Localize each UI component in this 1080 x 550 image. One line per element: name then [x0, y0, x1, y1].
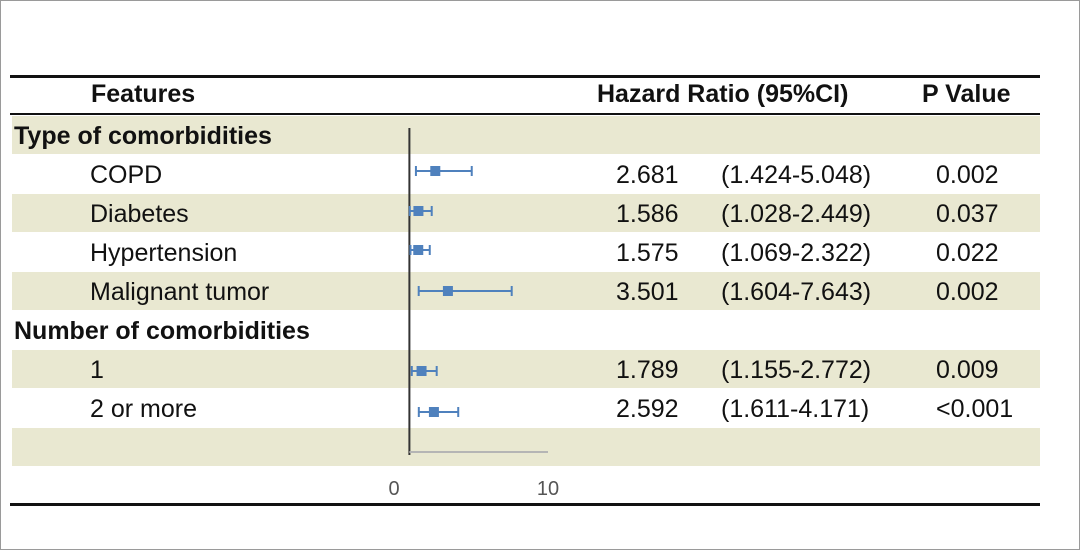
x-tick-label: 10 [537, 478, 559, 500]
row-hazard-ratio: 1.586 [616, 200, 679, 228]
hazard-ratio-point [413, 245, 424, 255]
row-confidence-interval: (1.424-5.048) [721, 161, 872, 189]
row-label: Diabetes [90, 200, 189, 228]
row-band [12, 350, 1040, 388]
row-label: COPD [90, 161, 163, 189]
hazard-ratio-point [416, 366, 427, 376]
row-p-value: <0.001 [936, 395, 1014, 423]
row-hazard-ratio: 3.501 [616, 278, 679, 306]
row-band [12, 194, 1040, 232]
bottom-rule [10, 503, 1040, 506]
row-confidence-interval: (1.069-2.322) [721, 239, 872, 267]
row-p-value: 0.022 [936, 239, 999, 267]
header-rule [10, 113, 1040, 115]
section-title: Number of comorbidities [14, 317, 310, 345]
row-band [12, 272, 1040, 310]
row-band [12, 428, 1040, 466]
row-confidence-interval: (1.028-2.449) [721, 200, 872, 228]
x-tick-label: 0 [388, 478, 399, 500]
hazard-ratio-point [428, 407, 439, 417]
hazard-ratio-point [430, 166, 441, 176]
row-hazard-ratio: 2.592 [616, 395, 679, 423]
row-confidence-interval: (1.604-7.643) [721, 278, 872, 306]
row-label: Malignant tumor [90, 278, 270, 306]
row-hazard-ratio: 2.681 [616, 161, 679, 189]
row-confidence-interval: (1.611-4.171) [721, 395, 870, 423]
row-p-value: 0.002 [936, 161, 999, 189]
top-rule [10, 75, 1040, 78]
row-confidence-interval: (1.155-2.772) [721, 356, 872, 384]
row-label: 1 [90, 356, 104, 384]
row-hazard-ratio: 1.789 [616, 356, 679, 384]
row-label: 2 or more [90, 395, 197, 423]
row-band [12, 116, 1040, 154]
row-p-value: 0.009 [936, 356, 999, 384]
row-label: Hypertension [90, 239, 238, 267]
header-p-value: P Value [922, 80, 1011, 108]
section-title: Type of comorbidities [14, 122, 272, 150]
hazard-ratio-point [442, 286, 453, 296]
header-features: Features [91, 80, 196, 108]
row-p-value: 0.002 [936, 278, 999, 306]
header-hazard-ratio: Hazard Ratio (95%CI) [597, 80, 849, 108]
row-hazard-ratio: 1.575 [616, 239, 679, 267]
row-p-value: 0.037 [936, 200, 999, 228]
hazard-ratio-point [413, 206, 424, 216]
